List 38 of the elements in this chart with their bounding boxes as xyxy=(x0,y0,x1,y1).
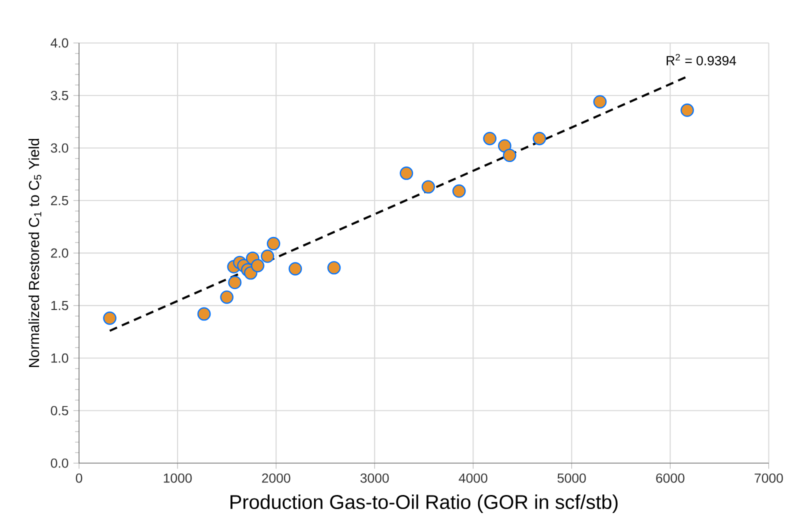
y-tick-label: 4.0 xyxy=(50,38,68,48)
point xyxy=(288,262,302,276)
y-tick-label: 3.0 xyxy=(50,143,68,153)
y-tick-label: 1.0 xyxy=(51,353,68,363)
x-tick-label: 4000 xyxy=(458,473,488,483)
y-tick-label: 3.5 xyxy=(50,90,68,100)
y-tick-label: 0.0 xyxy=(50,458,68,468)
point xyxy=(103,311,116,325)
point xyxy=(400,166,414,180)
point xyxy=(498,139,512,152)
y-tick-label: 1.5 xyxy=(51,300,68,310)
annotation: R$^{2}$ = 0.9394 xyxy=(666,54,736,66)
x-tick-label: 6000 xyxy=(656,473,684,483)
x-tick-label: 5000 xyxy=(558,473,586,483)
point xyxy=(452,184,466,198)
point xyxy=(260,249,274,263)
point xyxy=(250,258,264,272)
point xyxy=(266,236,280,250)
x-tick-label: 1000 xyxy=(164,473,192,483)
point xyxy=(197,307,211,321)
y-tick-label: 2.0 xyxy=(51,248,68,258)
x-tick-label: 3000 xyxy=(360,473,389,483)
x-axis-title: Production Gas-to-Oil Ratio (GOR in scf/stb) xyxy=(230,494,618,513)
x-tick-label: 7000 xyxy=(754,473,783,483)
point xyxy=(327,260,341,274)
point xyxy=(680,103,694,117)
point xyxy=(532,132,546,146)
y-tick-label: 2.5 xyxy=(51,196,68,206)
x-tick-label: 2000 xyxy=(262,473,290,483)
point xyxy=(220,290,234,304)
y-axis-title: Normalized Restored C$_{1}$ to C$_{5}$ Yield xyxy=(28,138,42,367)
point xyxy=(502,148,516,162)
point xyxy=(422,180,435,194)
point xyxy=(483,132,496,146)
x-tick-label: 0 xyxy=(76,473,82,483)
point xyxy=(228,276,242,290)
y-tick-label: 0.5 xyxy=(50,406,68,416)
point xyxy=(593,95,607,108)
